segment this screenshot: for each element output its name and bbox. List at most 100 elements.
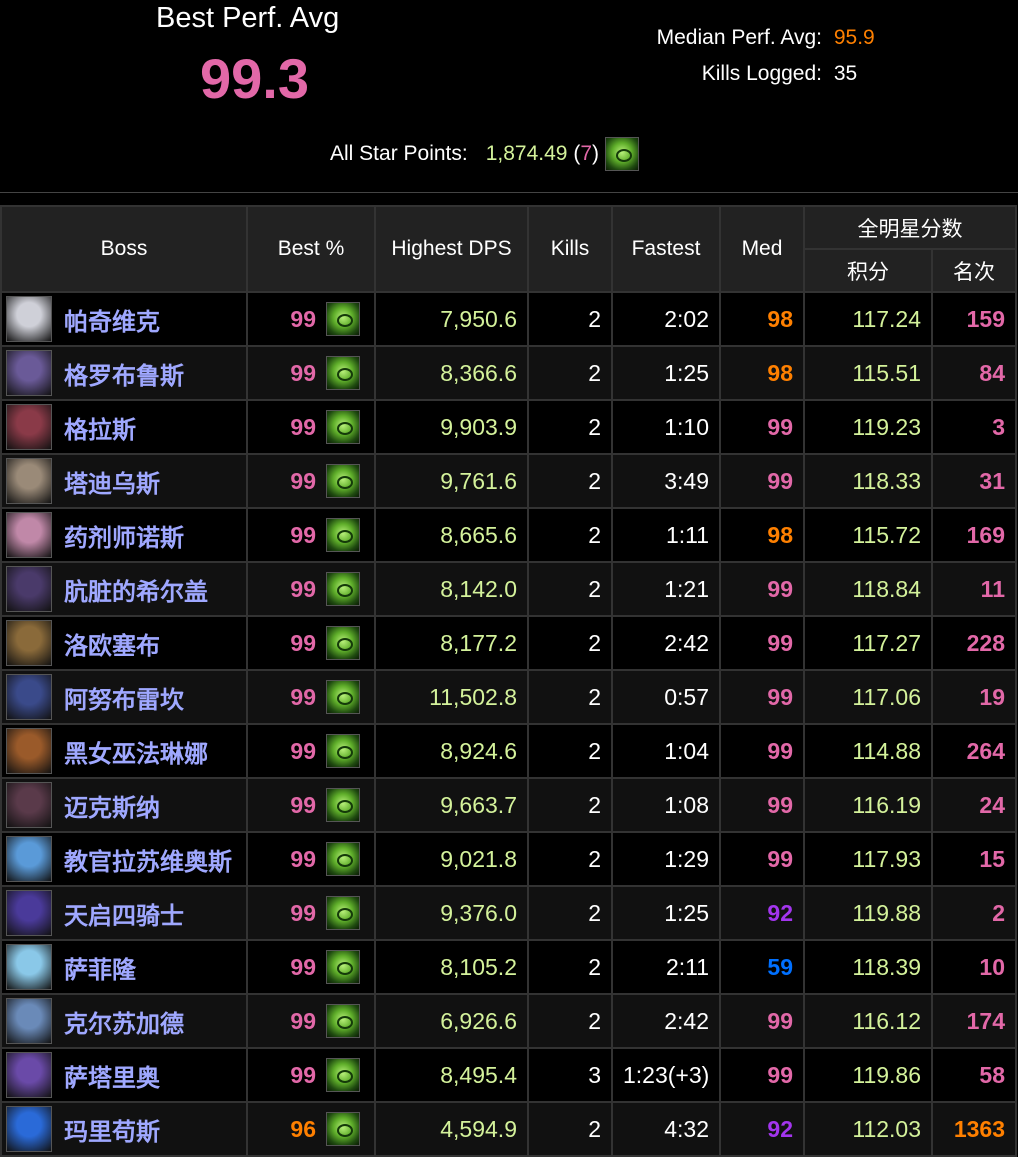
best-percent-cell: 99	[246, 615, 376, 671]
median: 98	[719, 291, 805, 347]
best-percent-cell: 99	[246, 453, 376, 509]
table-row[interactable]: 格拉斯 99 9,903.9 2 1:10 99 119.23 3	[0, 399, 1017, 455]
boss-avatar	[6, 944, 52, 990]
boss-name-link[interactable]: 天启四骑士	[64, 902, 184, 930]
best-percent: 96	[290, 1115, 316, 1142]
best-percent-cell: 99	[246, 831, 376, 887]
boss-cell: 格罗布鲁斯	[0, 345, 248, 401]
boss-name-link[interactable]: 阿努布雷坎	[64, 686, 184, 714]
best-percent: 99	[290, 737, 316, 764]
best-percent: 99	[290, 521, 316, 548]
all-star-points: All Star Points: 1,874.49 (7)	[330, 137, 640, 171]
table-row[interactable]: 玛里苟斯 96 4,594.9 2 4:32 92 112.03 1363	[0, 1101, 1017, 1157]
header-rank[interactable]: 名次	[931, 248, 1017, 293]
allstar-rank: 31	[931, 453, 1017, 509]
median-perf-label: Median Perf. Avg:	[656, 26, 822, 49]
fastest: 2:11	[611, 939, 721, 995]
allstar-points: 116.19	[803, 777, 933, 833]
boss-cell: 塔迪乌斯	[0, 453, 248, 509]
header-kills[interactable]: Kills	[527, 205, 613, 293]
allstar-rank: 19	[931, 669, 1017, 725]
median: 99	[719, 777, 805, 833]
kills: 2	[527, 831, 613, 887]
best-percent-cell: 96	[246, 1101, 376, 1157]
highest-dps: 4,594.9	[374, 1101, 529, 1157]
spec-skull-icon	[326, 734, 360, 768]
boss-name-link[interactable]: 玛里苟斯	[64, 1118, 160, 1146]
table-row[interactable]: 萨塔里奥 99 8,495.4 3 1:23(+3) 99 119.86 58	[0, 1047, 1017, 1103]
table-row[interactable]: 萨菲隆 99 8,105.2 2 2:11 59 118.39 10	[0, 939, 1017, 995]
boss-cell: 教官拉苏维奥斯	[0, 831, 248, 887]
allstar-points: 116.12	[803, 993, 933, 1049]
table-row[interactable]: 教官拉苏维奥斯 99 9,021.8 2 1:29 99 117.93 15	[0, 831, 1017, 887]
median: 99	[719, 561, 805, 617]
summary-panel: Best Perf. Avg 99.3 Median Perf. Avg: 95…	[0, 0, 1018, 193]
boss-name-link[interactable]: 克尔苏加德	[64, 1010, 184, 1038]
boss-name-link[interactable]: 药剂师诺斯	[64, 524, 184, 552]
fastest: 0:57	[611, 669, 721, 725]
table-row[interactable]: 格罗布鲁斯 99 8,366.6 2 1:25 98 115.51 84	[0, 345, 1017, 401]
boss-name-link[interactable]: 洛欧塞布	[64, 632, 160, 660]
boss-name-link[interactable]: 肮脏的希尔盖	[64, 578, 208, 606]
kills: 2	[527, 345, 613, 401]
table-row[interactable]: 药剂师诺斯 99 8,665.6 2 1:11 98 115.72 169	[0, 507, 1017, 563]
median-perf-value: 95.9	[833, 26, 875, 49]
header-med[interactable]: Med	[719, 205, 805, 293]
median: 98	[719, 345, 805, 401]
table-row[interactable]: 克尔苏加德 99 6,926.6 2 2:42 99 116.12 174	[0, 993, 1017, 1049]
boss-name-link[interactable]: 黑女巫法琳娜	[64, 740, 208, 768]
table-row[interactable]: 肮脏的希尔盖 99 8,142.0 2 1:21 99 118.84 11	[0, 561, 1017, 617]
best-perf-avg-value: 99.3	[200, 47, 309, 110]
all-star-rank: 7	[580, 142, 593, 165]
spec-skull-icon	[326, 302, 360, 336]
kills: 2	[527, 777, 613, 833]
table-row[interactable]: 塔迪乌斯 99 9,761.6 2 3:49 99 118.33 31	[0, 453, 1017, 509]
allstar-rank: 3	[931, 399, 1017, 455]
header-fastest[interactable]: Fastest	[611, 205, 721, 293]
table-row[interactable]: 迈克斯纳 99 9,663.7 2 1:08 99 116.19 24	[0, 777, 1017, 833]
allstar-rank: 11	[931, 561, 1017, 617]
highest-dps: 9,021.8	[374, 831, 529, 887]
boss-rankings-table: Boss Best % Highest DPS Kills Fastest Me…	[0, 205, 1017, 1157]
fastest: 1:04	[611, 723, 721, 779]
boss-name-link[interactable]: 萨塔里奥	[64, 1064, 160, 1092]
allstar-points: 119.86	[803, 1047, 933, 1103]
all-star-value-group: 1,874.49 (7)	[486, 142, 599, 166]
kills: 3	[527, 1047, 613, 1103]
best-percent: 99	[290, 845, 316, 872]
best-percent: 99	[290, 413, 316, 440]
boss-cell: 肮脏的希尔盖	[0, 561, 248, 617]
allstar-points: 118.84	[803, 561, 933, 617]
highest-dps: 8,105.2	[374, 939, 529, 995]
kills: 2	[527, 939, 613, 995]
boss-cell: 玛里苟斯	[0, 1101, 248, 1157]
table-row[interactable]: 天启四骑士 99 9,376.0 2 1:25 92 119.88 2	[0, 885, 1017, 941]
boss-name-link[interactable]: 迈克斯纳	[64, 794, 160, 822]
header-points[interactable]: 积分	[803, 248, 933, 293]
header-boss[interactable]: Boss	[0, 205, 248, 293]
highest-dps: 8,142.0	[374, 561, 529, 617]
allstar-rank: 264	[931, 723, 1017, 779]
header-dps[interactable]: Highest DPS	[374, 205, 529, 293]
header-best[interactable]: Best %	[246, 205, 376, 293]
highest-dps: 11,502.8	[374, 669, 529, 725]
spec-skull-icon	[326, 680, 360, 714]
spec-skull-icon	[605, 137, 640, 171]
boss-name-link[interactable]: 格拉斯	[64, 416, 136, 444]
fastest: 4:32	[611, 1101, 721, 1157]
spec-skull-icon	[326, 518, 360, 552]
boss-name-link[interactable]: 教官拉苏维奥斯	[64, 848, 232, 876]
boss-name-link[interactable]: 萨菲隆	[64, 956, 136, 984]
table-row[interactable]: 洛欧塞布 99 8,177.2 2 2:42 99 117.27 228	[0, 615, 1017, 671]
allstar-rank: 2	[931, 885, 1017, 941]
table-row[interactable]: 帕奇维克 99 7,950.6 2 2:02 98 117.24 159	[0, 291, 1017, 347]
best-percent-cell: 99	[246, 939, 376, 995]
kills-logged-label: Kills Logged:	[701, 62, 822, 85]
boss-name-link[interactable]: 格罗布鲁斯	[64, 362, 184, 390]
boss-name-link[interactable]: 帕奇维克	[64, 308, 160, 336]
boss-name-link[interactable]: 塔迪乌斯	[64, 470, 160, 498]
allstar-points: 117.27	[803, 615, 933, 671]
table-row[interactable]: 黑女巫法琳娜 99 8,924.6 2 1:04 99 114.88 264	[0, 723, 1017, 779]
boss-avatar	[6, 620, 52, 666]
table-row[interactable]: 阿努布雷坎 99 11,502.8 2 0:57 99 117.06 19	[0, 669, 1017, 725]
